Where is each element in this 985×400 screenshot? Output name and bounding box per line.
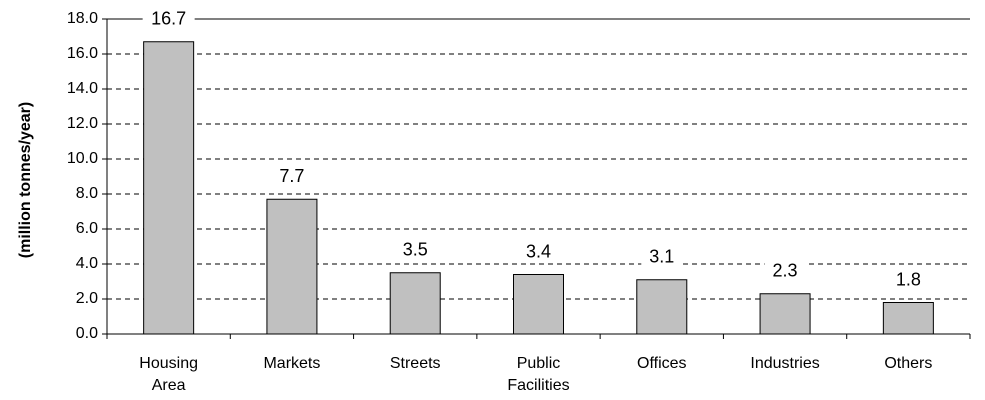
x-tick-label: Markets bbox=[263, 355, 320, 372]
gridlines bbox=[107, 18, 970, 300]
axes bbox=[102, 18, 971, 339]
bars bbox=[143, 41, 934, 335]
y-tick-label: 2.0 bbox=[76, 290, 98, 307]
y-tick-label: 16.0 bbox=[67, 45, 98, 62]
y-axis-label: (million tonnes/year) bbox=[17, 102, 34, 258]
x-tick-label: Housing bbox=[139, 355, 198, 372]
x-tick-label: Streets bbox=[390, 355, 441, 372]
y-tick-label: 18.0 bbox=[67, 10, 98, 27]
data-label-background bbox=[641, 245, 683, 268]
x-tick-label: Industries bbox=[750, 355, 819, 372]
x-tick-label: Area bbox=[152, 377, 186, 394]
y-tick-label: 4.0 bbox=[76, 255, 98, 272]
x-tick-label: Offices bbox=[637, 355, 687, 372]
x-tick-label: Public bbox=[517, 355, 561, 372]
data-label: 2.3 bbox=[773, 261, 798, 281]
y-tick-label: 10.0 bbox=[67, 150, 98, 167]
x-tick-label: Others bbox=[884, 355, 932, 372]
bar bbox=[266, 198, 318, 335]
y-tick-label: 12.0 bbox=[67, 115, 98, 132]
data-label: 3.1 bbox=[649, 247, 674, 267]
bar bbox=[143, 41, 195, 335]
bar bbox=[636, 279, 688, 335]
bar bbox=[882, 302, 934, 335]
bar bbox=[389, 272, 441, 335]
y-tick-label: 6.0 bbox=[76, 220, 98, 237]
data-label-background bbox=[142, 7, 195, 30]
x-tick-label: Facilities bbox=[507, 377, 569, 394]
data-label-background bbox=[764, 259, 806, 282]
data-label-background bbox=[518, 240, 559, 263]
labels: 0.0 2.0 4.0 6.0 8.0 10.0 12.0 14.0 16.0 18.0 16.7 H… bbox=[67, 7, 932, 394]
data-label-background bbox=[394, 238, 436, 261]
data-label: 1.8 bbox=[896, 269, 921, 289]
y-tick-label: 14.0 bbox=[67, 80, 98, 97]
bar bbox=[513, 274, 564, 335]
data-label: 16.7 bbox=[151, 9, 186, 29]
data-label: 3.5 bbox=[403, 240, 428, 260]
data-label: 3.4 bbox=[526, 241, 551, 261]
data-label-background bbox=[271, 165, 313, 188]
data-label: 7.7 bbox=[279, 166, 304, 186]
y-tick-label: 0.0 bbox=[76, 325, 98, 342]
data-label-background bbox=[887, 268, 929, 291]
y-tick-label: 8.0 bbox=[76, 185, 98, 202]
bar bbox=[759, 293, 811, 335]
